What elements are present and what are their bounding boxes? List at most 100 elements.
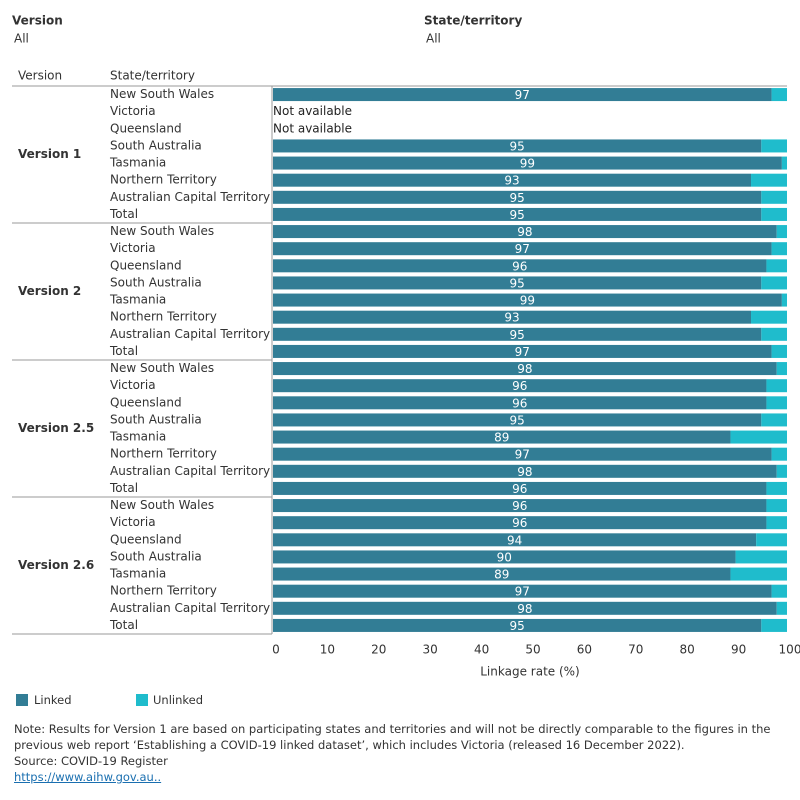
bar-segment [273, 88, 772, 102]
value-label: 95 [510, 328, 525, 342]
note: Note: Results for Version 1 are based on… [14, 722, 771, 752]
bar-segment [273, 516, 767, 530]
value-label: 97 [515, 585, 530, 599]
filter-value[interactable]: All [14, 32, 29, 46]
bar-segment [273, 276, 762, 290]
row-label: South Australia [110, 138, 202, 152]
row-label: Tasmania [109, 567, 166, 581]
value-label: 97 [515, 345, 530, 359]
row-label: Victoria [110, 515, 156, 529]
row-label: Australian Capital Territory [110, 327, 270, 341]
row-label: New South Wales [110, 498, 214, 512]
value-label: 96 [512, 516, 527, 530]
link[interactable]: https://www.aihw.gov.au.. [14, 770, 162, 784]
bar-segment [771, 344, 787, 358]
bar-segment [735, 550, 787, 564]
row-label: Victoria [110, 241, 156, 255]
x-axis-title: Linkage rate (%) [480, 665, 580, 679]
legend-label[interactable]: Linked [34, 693, 72, 707]
value-label: 98 [517, 602, 532, 616]
row-label: Total [109, 618, 138, 632]
row-label: New South Wales [110, 224, 214, 238]
bar-segment [273, 379, 767, 393]
bar-segment [776, 601, 787, 615]
bar-segment [273, 567, 731, 581]
bar-segment [273, 225, 777, 239]
row-label: New South Wales [110, 87, 214, 101]
bar-segment [273, 481, 767, 495]
bar-segment [273, 259, 767, 273]
row-label: Total [109, 481, 138, 495]
row-label: Queensland [110, 258, 182, 272]
bar-segment [273, 156, 782, 170]
row-label: Tasmania [109, 293, 166, 307]
value-label: 93 [504, 174, 519, 188]
bar-segment [273, 533, 757, 547]
value-label: 93 [504, 311, 519, 325]
source: Source: COVID-19 Register [14, 754, 168, 768]
bar-segment [273, 344, 772, 358]
bar-segment [761, 276, 787, 290]
legend-swatch [136, 694, 148, 706]
filter-value[interactable]: All [426, 32, 441, 46]
x-tick-label: 50 [525, 643, 540, 657]
value-label: 96 [512, 379, 527, 393]
bar-segment [761, 618, 787, 632]
bar-segment [776, 362, 787, 376]
bar-segment [273, 618, 762, 632]
value-label: 96 [512, 499, 527, 513]
bar-segment [781, 156, 787, 170]
bar-segment [751, 173, 787, 187]
bar-segment [730, 430, 787, 444]
x-tick-label: 30 [423, 643, 438, 657]
x-tick-label: 80 [680, 643, 695, 657]
bar-segment [771, 584, 787, 598]
row-label: Victoria [110, 104, 156, 118]
value-label: Not available [273, 121, 352, 135]
bar-segment [273, 207, 762, 221]
value-label: Not available [273, 104, 352, 118]
bar-segment [273, 550, 736, 564]
bar-segment [766, 499, 787, 513]
value-label: 95 [510, 191, 525, 205]
bar-segment [771, 447, 787, 461]
filter-label: Version [12, 14, 63, 28]
bar-segment [273, 242, 772, 256]
value-label: 95 [510, 413, 525, 427]
bar-segment [761, 327, 787, 341]
row-label: Tasmania [109, 430, 166, 444]
x-tick-label: 20 [371, 643, 386, 657]
row-label: Northern Territory [110, 584, 217, 598]
value-label: 97 [515, 448, 530, 462]
x-tick-label: 70 [628, 643, 643, 657]
group-label: Version 2 [18, 284, 81, 298]
bar-segment [273, 190, 762, 204]
row-label: Total [109, 344, 138, 358]
bar-segment [273, 173, 752, 187]
filter-label: State/territory [424, 14, 522, 28]
bar-segment [273, 601, 777, 615]
group-label: Version 1 [18, 147, 81, 161]
row-label: Australian Capital Territory [110, 601, 270, 615]
value-label: 96 [512, 259, 527, 273]
bar-segment [771, 88, 787, 102]
row-label: Northern Territory [110, 310, 217, 324]
legend-label[interactable]: Unlinked [153, 693, 204, 707]
bar-segment [761, 139, 787, 153]
bar-segment [781, 293, 787, 307]
legend-swatch [16, 694, 28, 706]
x-tick-label: 90 [731, 643, 746, 657]
bar-segment [273, 413, 762, 427]
value-label: 98 [517, 465, 532, 479]
value-label: 90 [497, 550, 512, 564]
bar-segment [273, 584, 772, 598]
value-label: 89 [494, 568, 509, 582]
bar-segment [771, 242, 787, 256]
row-label: South Australia [110, 275, 202, 289]
row-label: Queensland [110, 395, 182, 409]
bar-segment [761, 190, 787, 204]
value-label: 98 [517, 362, 532, 376]
bar-segment [273, 362, 777, 376]
row-label: Total [109, 207, 138, 221]
value-label: 96 [512, 396, 527, 410]
